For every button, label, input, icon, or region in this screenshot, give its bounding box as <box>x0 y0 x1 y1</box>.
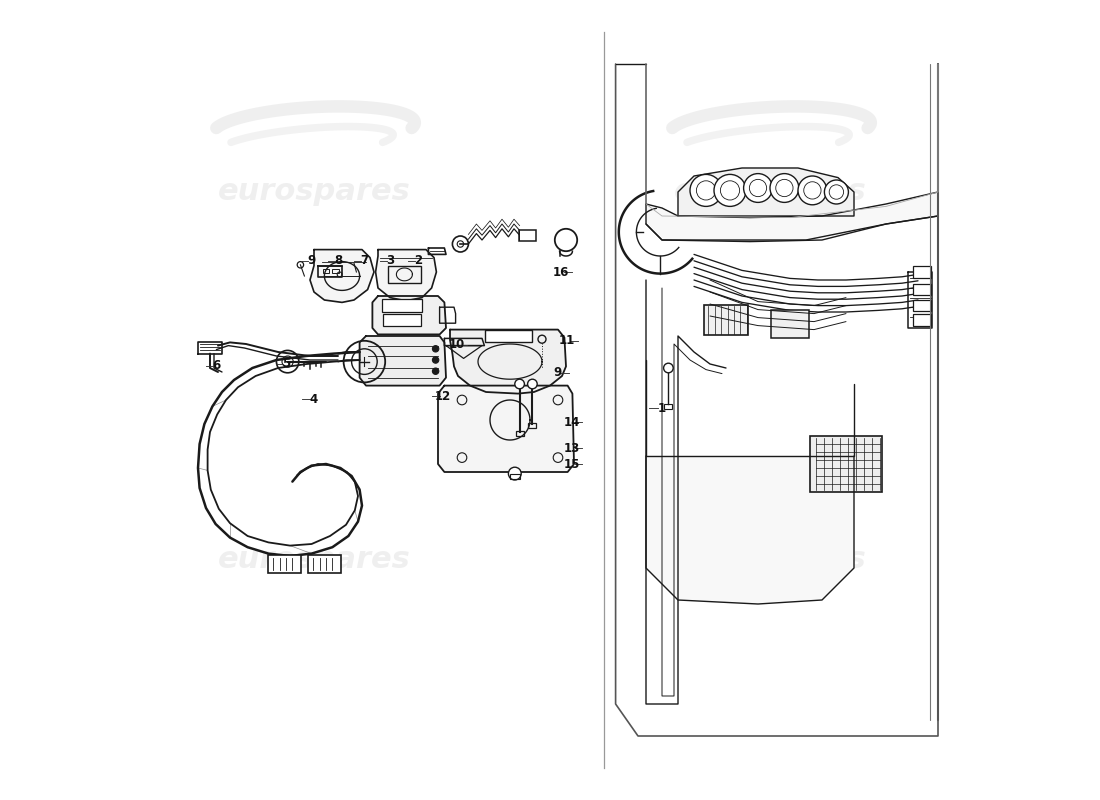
Circle shape <box>798 176 827 205</box>
Bar <box>382 299 422 312</box>
Bar <box>516 430 524 437</box>
Circle shape <box>663 363 673 373</box>
Polygon shape <box>450 330 566 394</box>
Text: 1: 1 <box>658 402 667 414</box>
Text: 16: 16 <box>552 266 569 278</box>
Bar <box>913 314 931 326</box>
Text: 12: 12 <box>434 390 451 402</box>
Text: 5: 5 <box>282 358 290 370</box>
Polygon shape <box>646 456 854 604</box>
Bar <box>771 310 810 338</box>
Bar <box>322 269 329 273</box>
Bar <box>485 330 531 342</box>
Text: eurospares: eurospares <box>673 178 867 206</box>
Polygon shape <box>909 272 933 328</box>
Text: eurospares: eurospares <box>218 546 410 574</box>
Polygon shape <box>678 168 854 216</box>
Text: 7: 7 <box>361 254 368 267</box>
Text: 6: 6 <box>212 359 220 372</box>
Circle shape <box>714 174 746 206</box>
Text: 15: 15 <box>563 458 580 470</box>
Polygon shape <box>318 266 342 277</box>
Bar <box>704 305 748 335</box>
Bar <box>810 436 882 492</box>
Polygon shape <box>375 250 437 301</box>
Polygon shape <box>310 250 374 302</box>
Bar <box>913 284 931 295</box>
Circle shape <box>508 467 521 480</box>
Circle shape <box>770 174 799 202</box>
Circle shape <box>824 180 848 204</box>
Text: eurospares: eurospares <box>218 178 410 206</box>
Text: 4: 4 <box>310 393 318 406</box>
Bar <box>383 314 421 326</box>
Text: 9: 9 <box>308 254 316 267</box>
Bar <box>387 266 421 283</box>
Polygon shape <box>444 338 484 346</box>
Text: eurospares: eurospares <box>673 546 867 574</box>
Polygon shape <box>428 248 446 254</box>
Circle shape <box>690 174 722 206</box>
Circle shape <box>515 379 525 389</box>
Circle shape <box>432 357 439 363</box>
Circle shape <box>744 174 772 202</box>
Polygon shape <box>438 386 574 472</box>
Circle shape <box>528 379 537 389</box>
Polygon shape <box>360 336 446 386</box>
Circle shape <box>432 346 439 352</box>
Bar <box>913 266 931 278</box>
Text: 11: 11 <box>559 334 575 347</box>
Polygon shape <box>646 192 938 242</box>
Polygon shape <box>198 342 222 354</box>
Text: 9: 9 <box>554 366 562 379</box>
Text: 14: 14 <box>563 416 580 429</box>
Bar <box>332 269 339 273</box>
Circle shape <box>432 368 439 374</box>
Text: 8: 8 <box>334 254 342 267</box>
Bar <box>510 474 519 479</box>
Polygon shape <box>373 296 446 334</box>
Text: 3: 3 <box>386 254 394 267</box>
Bar <box>267 555 301 573</box>
Text: 2: 2 <box>414 254 422 267</box>
Bar <box>913 300 931 311</box>
Text: 13: 13 <box>563 442 580 454</box>
Bar <box>528 422 537 429</box>
Bar <box>664 403 672 409</box>
Bar <box>519 230 537 241</box>
Text: 10: 10 <box>449 338 464 351</box>
Bar <box>308 555 341 573</box>
